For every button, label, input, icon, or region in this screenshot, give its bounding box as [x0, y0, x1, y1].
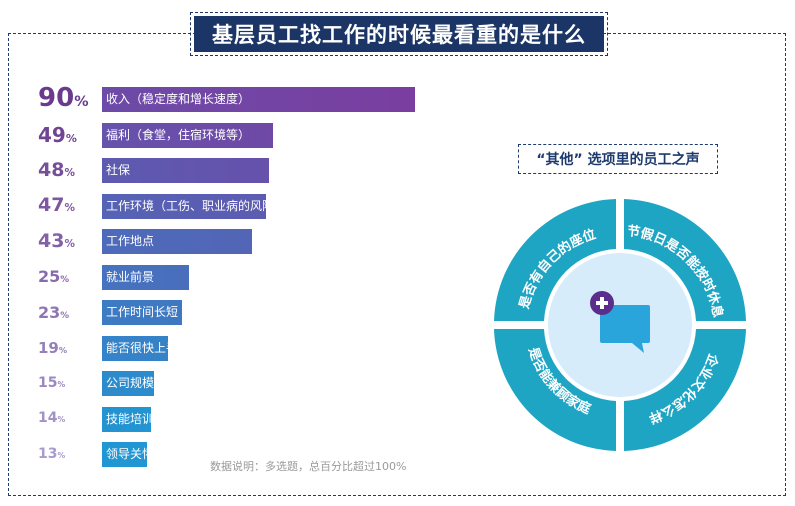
- bar-2: [102, 158, 270, 183]
- ring-segment-top-left: [494, 199, 616, 321]
- bar-label-4: 工作地点: [106, 234, 155, 248]
- bar-label-8: 公司规模: [106, 376, 155, 390]
- bar-label-9: 技能培训: [106, 411, 155, 426]
- bar-8: [102, 371, 155, 396]
- ring-segments: [494, 199, 746, 451]
- bar-3: [102, 193, 266, 219]
- page-title: 基层员工找工作的时候最看重的是什么: [190, 12, 608, 56]
- value-label-8: 15%: [38, 374, 66, 391]
- value-label-0: 90%: [38, 83, 89, 114]
- value-label-6: 23%: [38, 302, 70, 322]
- bar-0: [102, 87, 416, 112]
- ring-segment-bottom-right: [624, 329, 746, 451]
- value-label-1: 49%: [38, 122, 77, 147]
- voice-title: “其他” 选项里的员工之声: [518, 144, 718, 174]
- bar-4: [102, 229, 252, 254]
- value-label-10: 13%: [38, 445, 66, 462]
- value-label-2: 48%: [38, 158, 75, 181]
- bar-label-10: 领导关怀: [106, 447, 155, 461]
- ring-segment-top-right: [624, 199, 746, 321]
- ring-segment-bottom-left: [494, 329, 616, 451]
- bar-5: [102, 264, 189, 290]
- bar-label-2: 社保: [106, 163, 131, 177]
- bar-10: [102, 442, 148, 467]
- bar-label-3: 工作环境（工伤、职业病的风险）: [106, 198, 287, 213]
- footnote: 数据说明：多选题，总百分比超过100%: [210, 460, 407, 473]
- bar-7: [102, 335, 169, 361]
- value-label-3: 47%: [38, 194, 75, 217]
- bar-label-6: 工作时间长短: [106, 305, 179, 319]
- bar-6: [102, 300, 183, 325]
- value-label-4: 43%: [38, 229, 75, 252]
- bar-label-5: 就业前景: [106, 269, 155, 284]
- chat-icon: [590, 291, 650, 353]
- bar-label-1: 福利（食堂，住宿环境等）: [106, 127, 251, 142]
- value-label-5: 25%: [38, 267, 70, 287]
- voice-wheel: 是否有自己的座位 节假日是否能按时休息 企业文化怎么样 是否能兼顾家庭: [494, 199, 746, 451]
- value-label-7: 19%: [38, 338, 68, 357]
- value-label-9: 14%: [38, 410, 66, 427]
- bar-label-0: 收入（稳定度和增长速度）: [106, 92, 251, 106]
- bar-1: [102, 122, 273, 148]
- bar-9: [102, 406, 151, 432]
- bar-label-7: 能否很快上手: [106, 340, 179, 355]
